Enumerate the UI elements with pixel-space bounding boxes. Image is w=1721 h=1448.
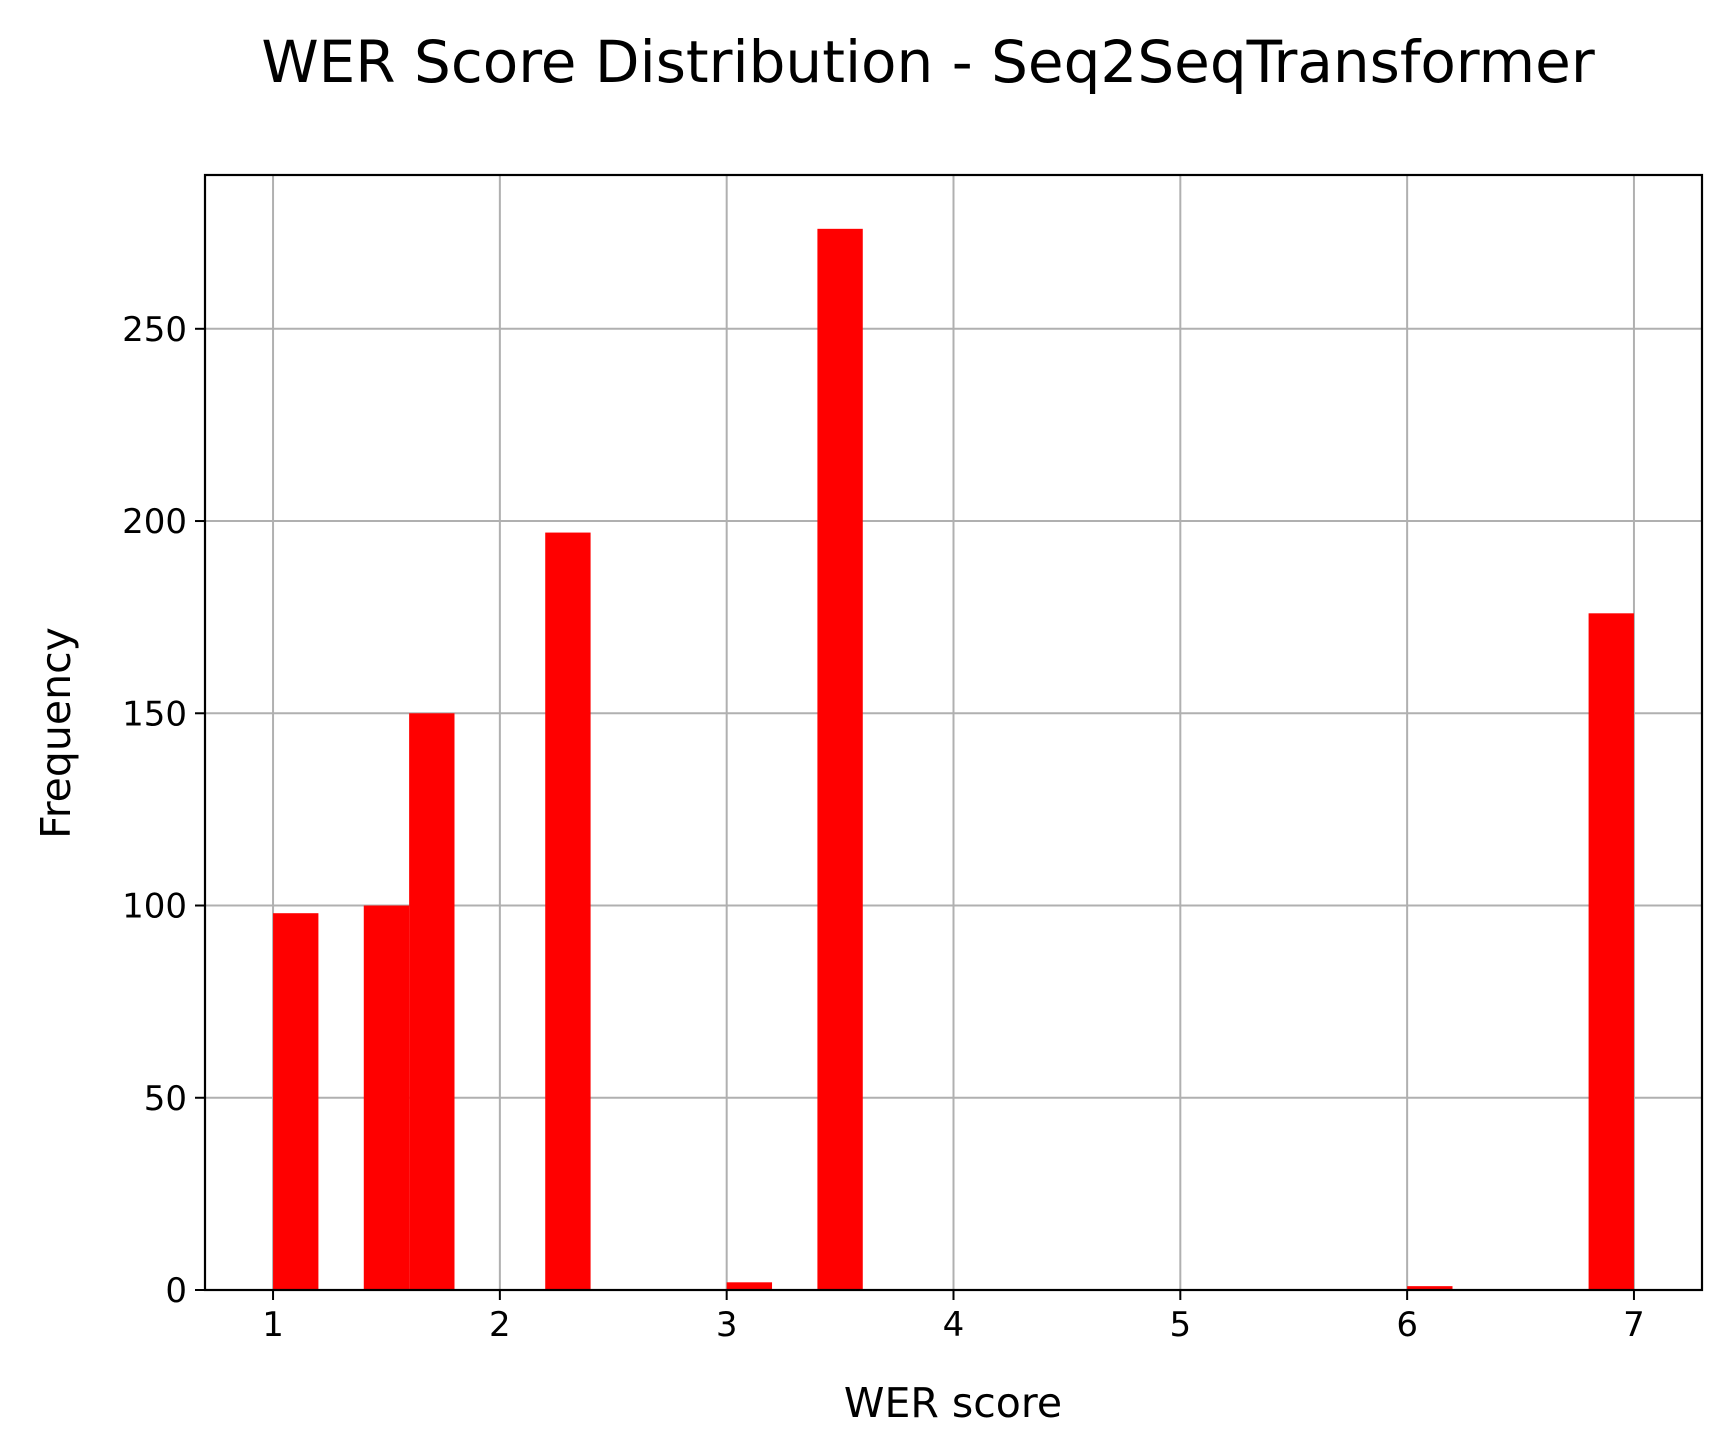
x-tick-label: 6 bbox=[1396, 1305, 1418, 1345]
x-axis-label: WER score bbox=[844, 1379, 1062, 1427]
y-tick-label: 100 bbox=[122, 887, 187, 927]
y-tick-label: 50 bbox=[144, 1079, 187, 1119]
x-tick-label: 7 bbox=[1623, 1305, 1645, 1345]
y-tick-label: 150 bbox=[122, 694, 187, 734]
x-axis-ticks: 1 2 3 4 5 6 7 bbox=[262, 1290, 1645, 1345]
histogram-bars bbox=[273, 228, 1634, 1290]
y-axis-label: Frequency bbox=[32, 627, 80, 839]
histogram-bar bbox=[726, 1282, 773, 1290]
x-tick-label: 5 bbox=[1169, 1305, 1191, 1345]
x-tick-label: 1 bbox=[262, 1305, 284, 1345]
y-tick-label: 0 bbox=[165, 1271, 187, 1311]
histogram-bar bbox=[409, 713, 455, 1290]
histogram-bar bbox=[1407, 1286, 1453, 1290]
x-tick-label: 2 bbox=[489, 1305, 511, 1345]
y-tick-label: 250 bbox=[122, 310, 187, 350]
x-tick-label: 4 bbox=[943, 1305, 965, 1345]
y-tick-label: 200 bbox=[122, 502, 187, 542]
histogram-bar bbox=[817, 228, 863, 1290]
x-tick-label: 3 bbox=[716, 1305, 738, 1345]
histogram-bar bbox=[545, 532, 591, 1290]
histogram-bar bbox=[273, 913, 319, 1290]
histogram-bar bbox=[1588, 613, 1634, 1290]
histogram-bar bbox=[363, 905, 410, 1290]
y-axis-ticks: 0 50 100 150 200 250 bbox=[122, 310, 205, 1311]
chart-title: WER Score Distribution - Seq2SeqTransfor… bbox=[261, 28, 1595, 96]
